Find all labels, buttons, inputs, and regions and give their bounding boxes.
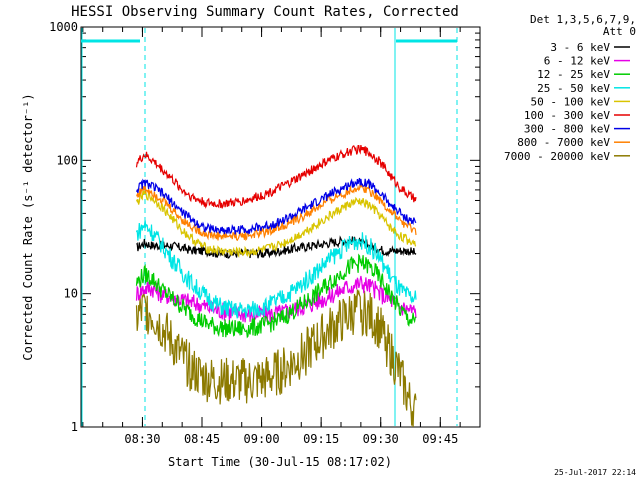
y-axis: 1 10 100 1000 Corrected Count Rate (s⁻¹ det… [21,20,480,434]
y-tick-label: 100 [56,153,78,167]
y-tick-label: 1000 [49,20,78,34]
x-tick-label: 09:45 [422,432,458,446]
chart-title: HESSI Observing Summary Count Rates, Cor… [71,4,459,20]
series-line [135,253,417,339]
x-tick-label: 08:30 [124,432,160,446]
series-line [135,190,417,258]
y-tick-label: 1 [71,420,78,434]
legend-entry: 25 - 50 keV [537,82,610,95]
y-axis-label: Corrected Count Rate (s⁻¹ detector⁻¹) [21,93,35,360]
legend-entry: 800 - 7000 keV [517,136,610,149]
timestamp: 25-Jul-2017 22:14 [554,468,636,477]
x-tick-label: 09:30 [363,432,399,446]
x-tick-label: 09:15 [303,432,339,446]
legend-entry: 100 - 300 keV [524,109,610,122]
series-line [135,289,417,428]
plot-frame [80,26,481,428]
series-line [135,182,417,242]
x-axis-label: Start Time (30-Jul-15 08:17:02) [168,455,392,469]
series-line [135,145,417,210]
x-tick-label: 08:45 [184,432,220,446]
legend-entry: 50 - 100 keV [531,95,611,108]
legend-entry: 12 - 25 keV [537,68,610,81]
series-layer [135,145,417,428]
series-line [135,177,417,235]
attenuator-markers [81,28,458,426]
legend-entry: 300 - 800 keV [524,123,610,136]
legend-entry: 7000 - 20000 keV [504,150,610,163]
legend-header: Det 1,3,5,6,7,9, [530,13,636,26]
series-line [135,220,417,319]
legend-entry: 6 - 12 keV [544,55,611,68]
x-axis: 08:30 08:45 09:00 09:15 09:30 09:45 Start Tim… [82,27,461,469]
legend-header: Att 0 [603,25,636,38]
legend-entry: 3 - 6 keV [550,41,610,54]
y-tick-label: 10 [64,287,78,301]
x-tick-label: 09:00 [244,432,280,446]
series-line [135,275,417,323]
